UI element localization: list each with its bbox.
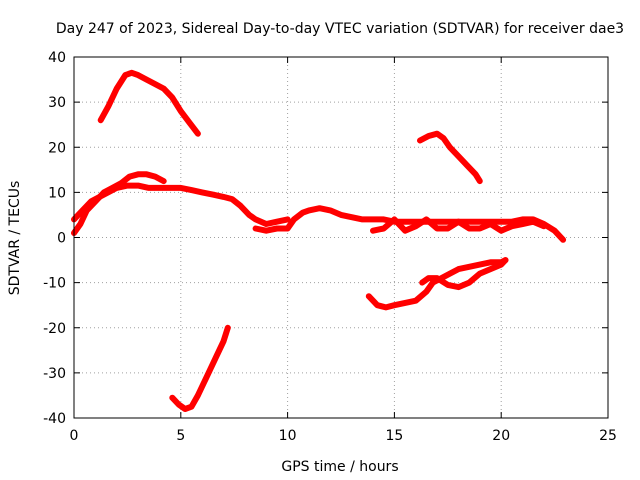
- x-tick-label: 5: [176, 428, 185, 444]
- series-arc-8: [419, 257, 509, 291]
- x-tick-label: 10: [279, 428, 297, 444]
- y-tick-label: -20: [43, 321, 66, 337]
- grid-lines: [74, 57, 608, 418]
- x-tick-label: 0: [70, 428, 79, 444]
- series-arc-6: [417, 130, 483, 185]
- y-tick-label: -40: [43, 411, 66, 427]
- x-tick-label: 20: [492, 428, 510, 444]
- y-tick-label: 10: [48, 185, 66, 201]
- y-tick-label: -30: [43, 366, 66, 382]
- y-tick-label: 0: [57, 231, 66, 247]
- x-tick-label: 15: [385, 428, 403, 444]
- y-tick-label: 40: [48, 50, 66, 66]
- series-arc-5: [370, 216, 547, 234]
- x-axis-label: GPS time / hours: [281, 459, 398, 475]
- y-axis-label: SDTVAR / TECUs: [7, 181, 23, 296]
- data-series-layer: [71, 69, 567, 412]
- y-tick-label: 30: [48, 95, 66, 111]
- series-arc-1: [97, 69, 201, 137]
- y-tick-label: 20: [48, 140, 66, 156]
- series-arc-4: [252, 205, 567, 243]
- series-arc-9: [169, 324, 231, 412]
- x-tick-label: 25: [599, 428, 617, 444]
- chart-title: Day 247 of 2023, Sidereal Day-to-day VTE…: [56, 21, 624, 37]
- series-arc-3: [71, 182, 291, 227]
- y-tick-label: -10: [43, 276, 66, 292]
- axis-ticks: 0 5 10 15 20 25 -40 -30 -20 -10 0 10 20 30 40: [43, 50, 617, 444]
